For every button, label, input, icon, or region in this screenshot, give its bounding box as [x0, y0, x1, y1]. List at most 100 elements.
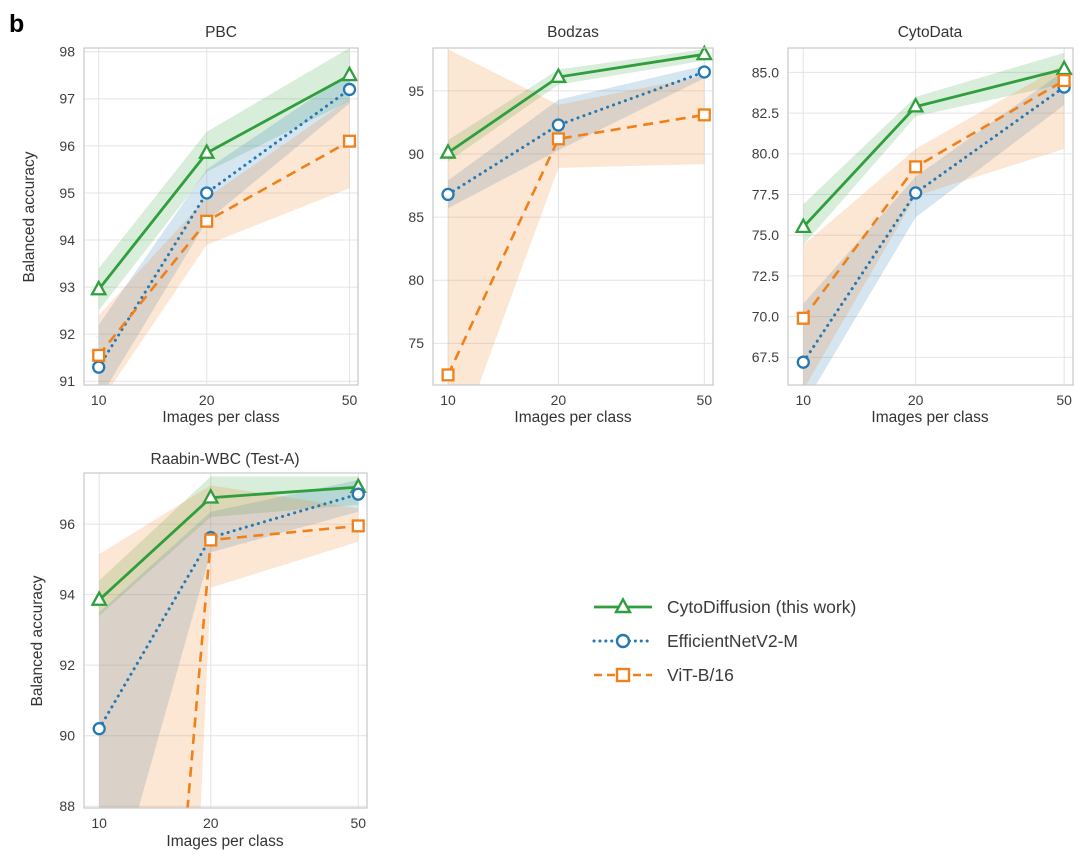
bodzas-band-cytodiffusion [448, 49, 705, 162]
svg-text:93: 93 [59, 279, 75, 295]
pbc-point-vitb16-x10 [92, 348, 106, 362]
svg-text:96: 96 [59, 138, 75, 154]
svg-text:67.5: 67.5 [752, 349, 779, 365]
chart-bodzas: 75 80 85 90 95 10 20 50 [408, 44, 714, 408]
svg-text:98: 98 [59, 44, 75, 60]
svg-text:20: 20 [203, 815, 219, 831]
pbc-point-efficientnetv2m-x10 [92, 360, 106, 374]
bodzas-point-vitb16-x10 [441, 368, 455, 382]
chart-cytodata: 67.5 70.0 72.5 75.0 77.5 80.0 82.5 85.0 10 20 50 [752, 47, 1074, 408]
cytodata-point-vitb16-x10 [796, 311, 810, 325]
svg-text:75: 75 [408, 335, 424, 351]
bodzas-point-cytodiffusion-x10 [439, 142, 457, 159]
legend-item-efficientnetv2m: EfficientNetV2-M [592, 624, 856, 658]
raabin-wbc-test-a-point-efficientnetv2m-x10 [92, 722, 106, 736]
pbc-point-vitb16-x20 [200, 214, 214, 228]
raabin-wbc-test-a-band-cytodiffusion [99, 476, 359, 616]
bodzas-line-vitb16 [446, 113, 705, 376]
svg-text:90: 90 [408, 146, 424, 162]
raabin-wbc-test-a-gridlines [84, 473, 367, 808]
svg-text:20: 20 [908, 392, 924, 408]
svg-text:10: 10 [91, 392, 107, 408]
bodzas-point-efficientnetv2m-x20 [551, 118, 566, 132]
svg-text:10: 10 [440, 392, 456, 408]
bodzas-point-efficientnetv2m-x50 [697, 65, 711, 79]
bodzas-point-cytodiffusion-x50 [695, 44, 713, 61]
svg-text:97: 97 [59, 91, 75, 107]
svg-text:50: 50 [342, 392, 358, 408]
pbc-band-vitb16 [98, 98, 350, 385]
cytodata-point-cytodiffusion-x20 [906, 96, 925, 113]
cytodata-tick-labels: 67.5 70.0 72.5 75.0 77.5 80.0 82.5 85.0 10 20 50 [752, 64, 1072, 408]
bodzas-line-efficientnetv2m [446, 70, 706, 196]
raabin-wbc-test-a-band-vitb16 [99, 485, 359, 808]
x-axis-label-raabin: Images per class [166, 833, 284, 850]
chart-raabin-wbc-test-a: 88 90 92 94 96 10 20 50 [59, 472, 368, 831]
cytodata-point-efficientnetv2m-x10 [796, 355, 810, 369]
panel-label: b [9, 10, 25, 38]
svg-text:82.5: 82.5 [752, 105, 779, 121]
chart-title-bodzas: Bodzas [547, 24, 599, 41]
svg-text:80: 80 [408, 272, 424, 288]
bodzas-plot-border [432, 47, 714, 386]
svg-text:77.5: 77.5 [752, 186, 779, 202]
bodzas-point-cytodiffusion-x20 [549, 67, 568, 83]
cytodata-plot-border [787, 47, 1074, 386]
bodzas-band-vitb16 [448, 49, 705, 385]
legend-label-vitb16: ViT-B/16 [667, 664, 734, 685]
chart-title-pbc: PBC [205, 24, 237, 41]
pbc-point-efficientnetv2m-x20 [200, 186, 214, 200]
orange-dashed-line-square-marker-icon [594, 667, 652, 683]
x-axis-label-cytodata: Images per class [871, 409, 989, 426]
raabin-wbc-test-a-band-efficientnetv2m [99, 480, 359, 808]
green-solid-line-triangle-marker-icon [594, 596, 652, 614]
legend-item-cytodiffusion: CytoDiffusion (this work) [592, 590, 856, 624]
chart-pbc: 91 92 93 94 95 96 97 98 10 20 50 [59, 44, 359, 408]
svg-text:90: 90 [59, 728, 75, 744]
svg-text:88: 88 [59, 798, 75, 814]
pbc-point-cytodiffusion-x20 [198, 143, 216, 159]
cytodata-band-vitb16 [803, 64, 1065, 385]
y-axis-label-raabin: Balanced accuracy [29, 575, 46, 707]
raabin-wbc-test-a-point-efficientnetv2m-x50 [351, 487, 365, 501]
chart-title-raabin: Raabin-WBC (Test-A) [150, 451, 300, 468]
svg-text:94: 94 [59, 232, 75, 248]
legend: CytoDiffusion (this work) EfficientNetV2… [592, 590, 856, 692]
svg-text:50: 50 [350, 815, 366, 831]
svg-text:85.0: 85.0 [752, 64, 779, 80]
blue-dotted-line-circle-marker-icon [592, 633, 654, 649]
bodzas-tick-labels: 75 80 85 90 95 10 20 50 [408, 83, 712, 408]
raabin-wbc-test-a-point-cytodiffusion-x10 [90, 590, 108, 606]
svg-text:10: 10 [795, 392, 811, 408]
svg-text:92: 92 [59, 657, 75, 673]
svg-text:92: 92 [59, 326, 75, 342]
pbc-band-cytodiffusion [98, 48, 350, 311]
x-axis-label-pbc: Images per class [162, 409, 280, 426]
cytodata-point-cytodiffusion-x50 [1055, 59, 1073, 76]
cytodata-band-efficientnetv2m [803, 70, 1065, 385]
cytodata-band-cytodiffusion [803, 52, 1065, 245]
svg-text:80.0: 80.0 [752, 146, 779, 162]
bodzas-point-efficientnetv2m-x10 [441, 187, 455, 202]
bodzas-point-vitb16-x50 [697, 108, 711, 122]
legend-label-cytodiffusion: CytoDiffusion (this work) [667, 596, 857, 617]
raabin-wbc-test-a-point-vitb16-x50 [351, 519, 365, 533]
pbc-band-efficientnetv2m [98, 72, 350, 385]
svg-text:95: 95 [408, 83, 424, 99]
raabin-wbc-test-a-tick-labels: 88 90 92 94 96 10 20 50 [59, 516, 366, 831]
svg-text:91: 91 [59, 373, 75, 389]
bodzas-point-vitb16-x20 [551, 132, 565, 146]
svg-text:94: 94 [59, 587, 75, 603]
svg-text:10: 10 [91, 815, 107, 831]
svg-text:85: 85 [408, 209, 424, 225]
bodzas-band-efficientnetv2m [448, 65, 705, 209]
y-axis-label-pbc: Balanced accuracy [21, 151, 38, 283]
svg-text:70.0: 70.0 [752, 309, 779, 325]
pbc-point-cytodiffusion-x10 [90, 279, 108, 296]
svg-text:75.0: 75.0 [752, 227, 779, 243]
pbc-point-efficientnetv2m-x50 [342, 82, 357, 97]
cytodata-point-vitb16-x50 [1057, 74, 1071, 88]
pbc-point-vitb16-x50 [342, 134, 357, 148]
legend-item-vitb16: ViT-B/16 [592, 658, 856, 692]
